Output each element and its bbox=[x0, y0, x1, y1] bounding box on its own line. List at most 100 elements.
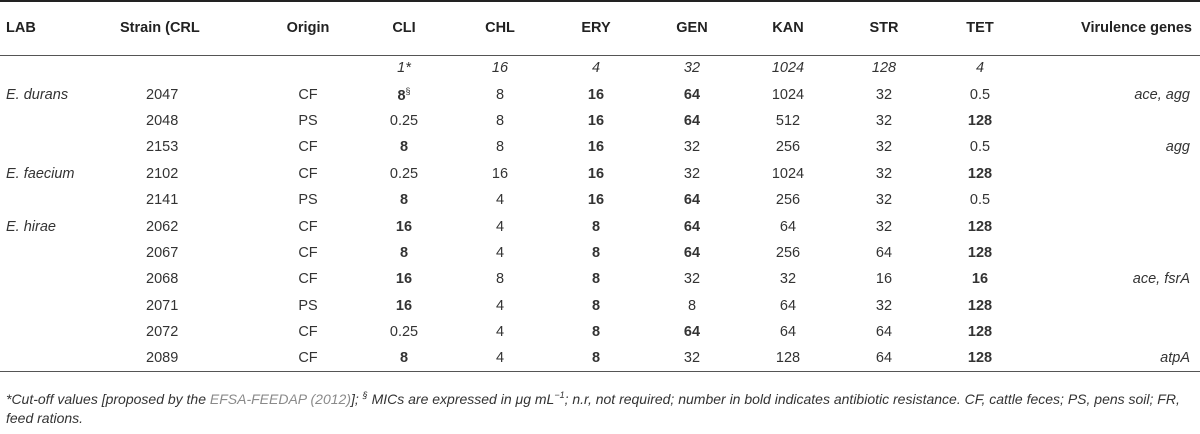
header-lab: LAB bbox=[0, 0, 120, 56]
cell-gen: 64 bbox=[644, 187, 740, 213]
cell-chl: 4 bbox=[452, 240, 548, 266]
cell-value: 2068 bbox=[146, 271, 179, 288]
cell-value: 0.25 bbox=[389, 324, 419, 341]
cell-value: 2071 bbox=[146, 297, 179, 314]
cell-origin: CF bbox=[260, 213, 356, 239]
cell-lab bbox=[0, 240, 120, 266]
cell-value: PS bbox=[298, 112, 318, 129]
cell-cli: 0.25 bbox=[356, 161, 452, 187]
cell-tet: 128 bbox=[932, 319, 1028, 345]
cell-value: 2102 bbox=[146, 165, 179, 182]
cell-value: 64 bbox=[875, 324, 893, 341]
cell-virulence: atpA bbox=[1028, 345, 1200, 373]
cell-value: 64 bbox=[683, 244, 701, 261]
cell-gen: 32 bbox=[644, 161, 740, 187]
cell-tet: 128 bbox=[932, 293, 1028, 319]
cell-value: 0.25 bbox=[389, 165, 419, 182]
table-row: 2072 CF 0.25 4 8 64 64 64 128 bbox=[0, 319, 1200, 345]
cell-str: 32 bbox=[836, 161, 932, 187]
cell-value: 8 bbox=[687, 297, 697, 314]
cell-value: CF bbox=[298, 324, 318, 341]
cell-value: E. faecium bbox=[6, 165, 75, 182]
cell-tet: 128 bbox=[932, 161, 1028, 187]
header-str: STR bbox=[836, 0, 932, 56]
cell-tet: 128 bbox=[932, 108, 1028, 134]
cell-value: 64 bbox=[779, 324, 797, 341]
cell-strain: 2047 bbox=[120, 81, 260, 107]
cell-value: 2072 bbox=[146, 324, 179, 341]
cell-value: 16 bbox=[587, 165, 605, 182]
table-row: 2048 PS 0.25 8 16 64 512 32 128 bbox=[0, 108, 1200, 134]
cell-str: 64 bbox=[836, 240, 932, 266]
cell-value: 4 bbox=[495, 350, 505, 367]
cell-chl: 16 bbox=[452, 161, 548, 187]
footnote-reference-link[interactable]: EFSA-FEEDAP (2012) bbox=[209, 391, 351, 407]
cell-tet: 128 bbox=[932, 213, 1028, 239]
cell-kan: 32 bbox=[740, 266, 836, 292]
cell-value: 64 bbox=[683, 112, 701, 129]
table-row: E. hirae 2062 CF 16 4 8 64 64 32 128 bbox=[0, 213, 1200, 239]
cell-value: 4 bbox=[495, 297, 505, 314]
cell-str: 32 bbox=[836, 81, 932, 107]
cell-cli: 8 bbox=[356, 345, 452, 373]
cell-value: ace, fsrA bbox=[1132, 271, 1190, 288]
cutoff-lab bbox=[0, 55, 120, 81]
cell-value: 8 bbox=[591, 350, 601, 367]
cell-origin: CF bbox=[260, 134, 356, 160]
header-virulence: Virulence genes bbox=[1028, 0, 1200, 56]
cell-kan: 256 bbox=[740, 240, 836, 266]
cell-value: 16 bbox=[395, 271, 413, 288]
cell-chl: 4 bbox=[452, 345, 548, 373]
cell-strain: 2072 bbox=[120, 319, 260, 345]
cell-value: 16 bbox=[587, 139, 605, 156]
cell-value: 32 bbox=[875, 218, 893, 235]
cell-value: 4 bbox=[495, 244, 505, 261]
cell-ery: 16 bbox=[548, 108, 644, 134]
cell-value: 8 bbox=[495, 112, 505, 129]
cell-value: CF bbox=[298, 350, 318, 367]
cell-value: CF bbox=[298, 218, 318, 235]
cell-value: 16 bbox=[587, 192, 605, 209]
table-row: E. faecium 2102 CF 0.25 16 16 32 1024 32 128 bbox=[0, 161, 1200, 187]
cell-value: 64 bbox=[683, 86, 701, 103]
cell-value: PS bbox=[298, 297, 318, 314]
cell-ery: 8 bbox=[548, 213, 644, 239]
cell-value: 1024 bbox=[771, 165, 805, 182]
table-row: 2071 PS 16 4 8 8 64 32 128 bbox=[0, 293, 1200, 319]
cell-str: 32 bbox=[836, 213, 932, 239]
cell-value: 8 bbox=[397, 87, 406, 104]
cutoff-str: 128 bbox=[871, 60, 897, 77]
cell-value: 64 bbox=[875, 244, 893, 261]
mic-table: LAB Strain (CRL Origin CLI CHL ERY GEN K… bbox=[0, 0, 1200, 373]
cell-gen: 32 bbox=[644, 134, 740, 160]
cell-str: 32 bbox=[836, 134, 932, 160]
cell-kan: 1024 bbox=[740, 161, 836, 187]
cell-lab bbox=[0, 187, 120, 213]
cutoff-origin bbox=[260, 55, 356, 81]
table-row: 2089 CF 8 4 8 32 128 64 128 atpA bbox=[0, 345, 1200, 373]
cutoff-tet: 4 bbox=[975, 60, 985, 77]
cell-value: 8 bbox=[591, 271, 601, 288]
cell-ery: 16 bbox=[548, 187, 644, 213]
cell-value: ace, agg bbox=[1134, 86, 1190, 103]
cell-tet: 128 bbox=[932, 345, 1028, 373]
cell-tet: 16 bbox=[932, 266, 1028, 292]
header-cli: CLI bbox=[356, 0, 452, 56]
table-row: 2153 CF 8 8 16 32 256 32 0.5 agg bbox=[0, 134, 1200, 160]
cell-lab: E. durans bbox=[0, 81, 120, 107]
cell-str: 16 bbox=[836, 266, 932, 292]
cell-value: 64 bbox=[683, 192, 701, 209]
table-footnote: *Cut-off values [proposed by the EFSA-FE… bbox=[6, 386, 1191, 428]
cell-virulence: ace, fsrA bbox=[1028, 266, 1200, 292]
cell-str: 32 bbox=[836, 108, 932, 134]
cell-kan: 128 bbox=[740, 345, 836, 373]
header-kan: KAN bbox=[740, 0, 836, 56]
cell-ery: 8 bbox=[548, 293, 644, 319]
section-mark: § bbox=[405, 85, 411, 96]
cell-value: 16 bbox=[587, 86, 605, 103]
cell-virulence bbox=[1028, 187, 1200, 213]
cell-chl: 8 bbox=[452, 81, 548, 107]
cell-lab: E. faecium bbox=[0, 161, 120, 187]
footnote-unit-exponent: −1 bbox=[554, 390, 565, 400]
cell-origin: CF bbox=[260, 345, 356, 373]
